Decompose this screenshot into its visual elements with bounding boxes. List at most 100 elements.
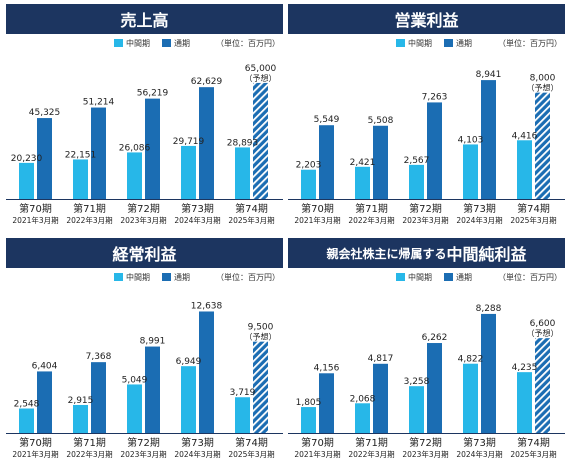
category-sublabel: 2024年3月期 (456, 215, 502, 225)
bar-full (91, 107, 106, 199)
bar-full (37, 371, 52, 433)
data-label-full: 8,288 (476, 304, 502, 314)
bar-full-forecast (253, 341, 268, 433)
category-label: 第73期 (181, 436, 214, 449)
category-sublabel: 2024年3月期 (174, 215, 220, 225)
chart-title: 経常利益 (112, 245, 177, 264)
data-label-interim: 2,548 (14, 400, 40, 410)
category-sublabel: 2022年3月期 (66, 449, 112, 459)
data-label-interim: 6,949 (176, 357, 202, 367)
bar-interim (355, 166, 370, 199)
category-sublabel: 2023年3月期 (402, 215, 448, 225)
bar-full (199, 87, 214, 199)
bar-full (373, 363, 388, 433)
category-sublabel: 2021年3月期 (294, 215, 340, 225)
data-label-interim: 26,086 (119, 143, 151, 153)
data-label-interim: 4,822 (458, 355, 484, 365)
bar-full (481, 313, 496, 433)
data-label-interim: 2,567 (404, 156, 430, 166)
data-label-interim: 2,068 (350, 394, 376, 404)
data-label-interim: 4,416 (512, 131, 538, 141)
legend-unit: （単位：百万円） (498, 38, 562, 48)
data-label-full: 6,600 (530, 319, 556, 329)
data-label-full: 5,508 (368, 116, 394, 126)
data-label-full: 4,817 (368, 354, 394, 364)
bar-interim (19, 162, 34, 199)
data-label-full: 4,156 (314, 363, 340, 373)
category-label: 第72期 (127, 436, 160, 449)
data-label-interim: 5,049 (122, 375, 148, 385)
category-sublabel: 2022年3月期 (348, 215, 394, 225)
category-sublabel: 2021年3月期 (294, 449, 340, 459)
data-label-full: 62,629 (191, 77, 223, 87)
data-label-full: 12,638 (191, 301, 223, 311)
bar-full (91, 362, 106, 433)
forecast-label: （予想） (245, 332, 277, 342)
bar-interim (73, 159, 88, 199)
panel-title: 営業利益 (288, 4, 565, 34)
category-label: 第72期 (409, 202, 442, 215)
bar-interim (409, 164, 424, 199)
panel-title: 経常利益 (6, 238, 283, 268)
data-label-interim: 28,893 (227, 138, 259, 148)
panel-operating-income: 営業利益 中間期 通期 （単位：百万円） 2,203 5,549 第70期 2021年3月期… (288, 4, 565, 234)
category-sublabel: 2023年3月期 (402, 449, 448, 459)
category-label: 第74期 (235, 202, 268, 215)
category-label: 第73期 (463, 202, 496, 215)
bar-interim (517, 372, 532, 433)
bar-interim (127, 384, 142, 433)
legend-swatch-full (162, 273, 171, 281)
bar-interim (181, 145, 196, 199)
legend-unit: （単位：百万円） (216, 272, 280, 282)
legend-swatch-full (162, 39, 171, 47)
category-label: 第73期 (463, 436, 496, 449)
bar-full (373, 125, 388, 199)
bar-interim (181, 366, 196, 433)
bar-interim (517, 140, 532, 199)
data-label-full: 5,549 (314, 115, 340, 125)
data-label-full: 65,000 (245, 64, 277, 74)
bar-full (427, 343, 442, 433)
category-sublabel: 2025年3月期 (510, 449, 556, 459)
bar-interim (409, 386, 424, 433)
data-label-interim: 1,805 (296, 398, 322, 408)
category-sublabel: 2022年3月期 (66, 215, 112, 225)
bar-interim (73, 404, 88, 433)
category-sublabel: 2023年3月期 (120, 449, 166, 459)
bar-interim (463, 363, 478, 433)
panel-net-income: 親会社株主に帰属する 中間純利益 中間期 通期 （単位：百万円） 1,805 4,156 第… (288, 238, 565, 468)
legend-swatch-interim (114, 273, 123, 281)
legend-swatch-interim (396, 273, 405, 281)
data-label-full: 51,214 (83, 98, 115, 108)
legend-label-interim: 中間期 (408, 272, 432, 282)
bar-interim (301, 407, 316, 433)
legend-label-interim: 中間期 (408, 38, 432, 48)
bar-full (319, 373, 334, 433)
bar-interim (463, 144, 478, 199)
category-sublabel: 2024年3月期 (174, 449, 220, 459)
data-label-interim: 22,151 (65, 150, 97, 160)
bar-full-forecast (535, 92, 550, 199)
category-label: 第73期 (181, 202, 214, 215)
category-sublabel: 2022年3月期 (348, 449, 394, 459)
category-label: 第71期 (73, 202, 106, 215)
bar-interim (355, 403, 370, 433)
category-label: 第70期 (301, 436, 334, 449)
bar-full (427, 102, 442, 199)
legend-swatch-interim (114, 39, 123, 47)
forecast-label: （予想） (245, 73, 277, 83)
data-label-full: 6,404 (32, 361, 58, 371)
category-label: 第72期 (409, 436, 442, 449)
chart-title-prefix: 親会社株主に帰属する (326, 246, 447, 261)
bar-interim (235, 397, 250, 433)
category-sublabel: 2025年3月期 (228, 449, 274, 459)
data-label-interim: 3,258 (404, 377, 430, 387)
category-label: 第71期 (355, 202, 388, 215)
chart-title: 売上高 (120, 11, 169, 30)
data-label-full: 8,941 (476, 70, 502, 80)
legend-label-interim: 中間期 (126, 38, 150, 48)
legend-label-full: 通期 (174, 38, 190, 48)
legend-swatch-full (444, 273, 453, 281)
